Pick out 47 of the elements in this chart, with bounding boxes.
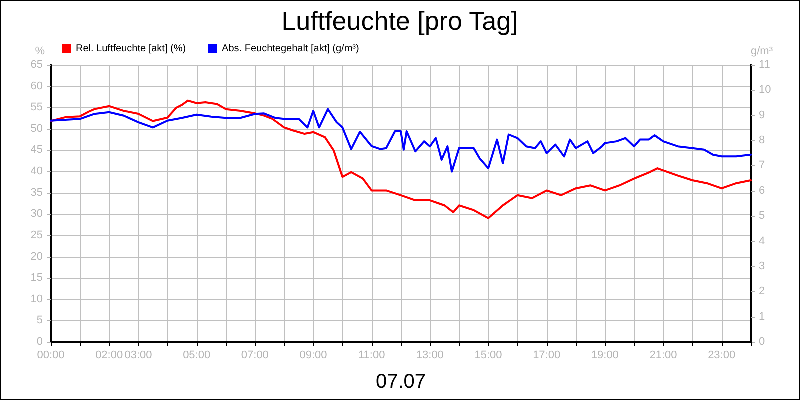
y-tick-label: 35: [30, 186, 43, 199]
y-axis-title: %: [35, 46, 46, 58]
x-tick-label: 03:00: [124, 350, 152, 362]
y2-tick-label: 8: [759, 134, 766, 147]
x-tick-label: 19:00: [591, 350, 619, 362]
y-tick-label: 55: [30, 102, 43, 114]
y2-tick-label: 7: [759, 160, 766, 172]
y-tick-label: 45: [30, 144, 43, 156]
y2-tick-label: 2: [759, 286, 766, 298]
line-series: [50, 108, 752, 173]
y2-tick-label: 0: [759, 336, 766, 348]
y-tick-label: 5: [36, 314, 43, 327]
x-tick-label: 05:00: [183, 350, 211, 362]
y2-tick-label: 4: [759, 235, 766, 248]
y-tick-label: 0: [36, 336, 43, 348]
y2-tick-label: 11: [759, 59, 770, 71]
x-tick-label: 13:00: [416, 350, 444, 362]
legend-label: Rel. Luftfeuchte [akt] (%): [76, 44, 186, 54]
x-tick-label: 17:00: [533, 350, 561, 362]
y-tick-label: 65: [30, 59, 43, 71]
y-tick-label: 50: [30, 122, 43, 135]
x-tick-label: 02:00: [96, 350, 124, 362]
y2-tick-label: 1: [759, 310, 766, 323]
x-tick-label: 07:00: [241, 350, 269, 362]
x-axis-title: 07.07: [376, 371, 426, 393]
y-tick-label: 25: [30, 229, 43, 242]
chart-title: Luftfeuchte [pro Tag]: [282, 6, 518, 36]
x-tick-label: 09:00: [300, 350, 328, 362]
y-tick-label: 10: [30, 293, 43, 306]
y-tick-label: 30: [30, 208, 43, 220]
x-tick-label: 21:00: [650, 350, 678, 362]
y2-tick-label: 9: [759, 109, 766, 122]
y2-tick-label: 10: [759, 84, 772, 96]
y-tick-label: 60: [30, 80, 43, 92]
y-tick-label: 40: [30, 166, 43, 178]
x-tick-label: 00:00: [37, 350, 65, 362]
x-tick-label: 11:00: [358, 350, 386, 362]
line-series: [50, 100, 752, 220]
y-tick-label: 15: [30, 272, 43, 284]
y2-tick-label: 6: [759, 184, 766, 197]
y2-axis-title: g/m³: [751, 46, 774, 58]
legend-label: Abs. Feuchtegehalt [akt] (g/m³): [222, 44, 360, 54]
y-tick-label: 20: [30, 250, 43, 263]
x-tick-label: 23:00: [708, 350, 736, 362]
x-tick-label: 15:00: [474, 350, 502, 362]
y2-tick-label: 5: [759, 210, 766, 222]
y2-tick-label: 3: [759, 260, 766, 272]
